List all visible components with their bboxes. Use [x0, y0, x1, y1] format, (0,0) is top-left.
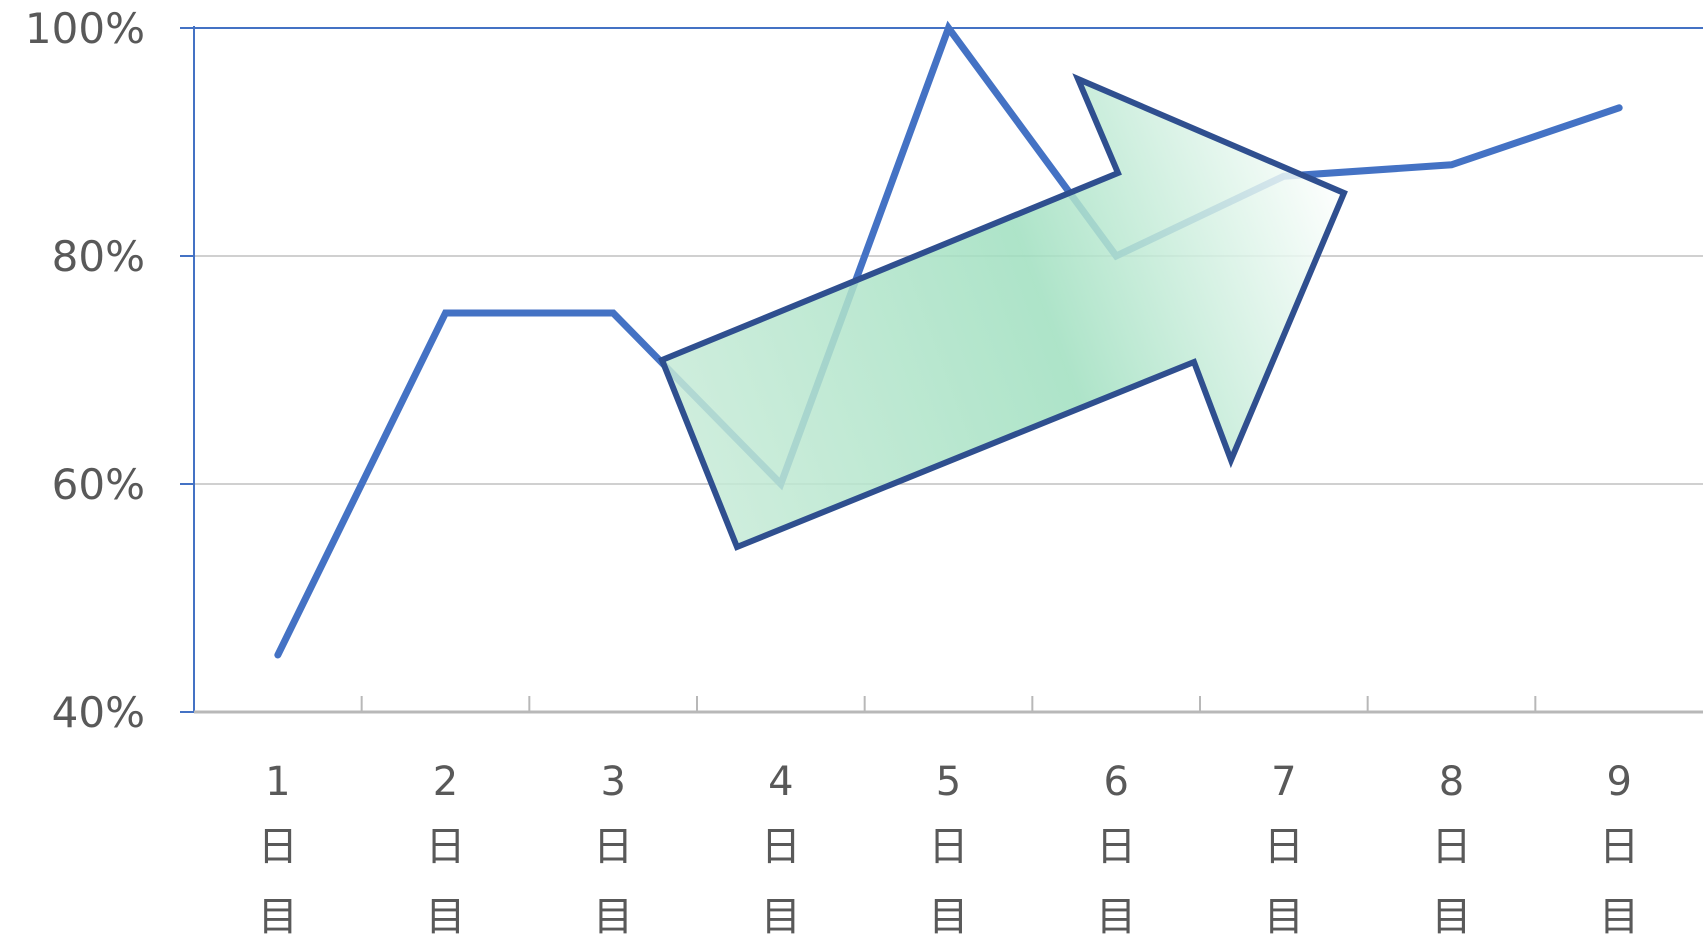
x-tick-label-part: 目 — [929, 894, 969, 939]
trend-arrow — [658, 73, 1348, 551]
x-tick-label: 8 日目 — [1432, 759, 1472, 939]
x-tick-label-part: 日 — [761, 824, 801, 870]
x-tick-label-part: 日 — [426, 824, 466, 870]
x-tick-label-part: 日 — [258, 824, 298, 870]
x-tick-label-part: 目 — [1599, 894, 1639, 939]
x-tick-label-part: 目 — [1264, 894, 1304, 939]
x-tick-label-part: 日 — [1264, 824, 1304, 870]
x-tick-label-part: 4 — [768, 759, 793, 805]
x-tick-label-part: 3 — [600, 759, 625, 805]
x-tick-label-part: 目 — [1096, 894, 1136, 939]
x-tick-label-part: 1 — [265, 759, 290, 805]
x-tick-label-part: 2 — [433, 759, 458, 805]
y-tick-label: 40% — [52, 688, 145, 737]
trend-arrow-shape — [658, 73, 1348, 551]
x-tick-label-part: 目 — [258, 894, 298, 939]
x-tick-label-part: 日 — [1432, 824, 1472, 870]
x-tick-label: 3 日目 — [593, 759, 633, 939]
x-tick-label-part: 8 — [1439, 759, 1464, 805]
y-tick-label: 80% — [52, 232, 145, 281]
x-tick-label: 7 日目 — [1264, 759, 1304, 939]
x-tick-label: 6 日目 — [1096, 759, 1136, 939]
x-tick-label-part: 目 — [426, 894, 466, 939]
y-tick-label: 60% — [52, 460, 145, 509]
x-tick-label: 2 日目 — [426, 759, 466, 939]
x-tick-label-part: 目 — [1432, 894, 1472, 939]
x-tick-label-part: 5 — [936, 759, 961, 805]
x-tick-label-part: 6 — [1103, 759, 1128, 805]
x-tick-label-part: 目 — [761, 894, 801, 939]
x-tick-label-part: 目 — [593, 894, 633, 939]
x-tick-label-part: 9 — [1606, 759, 1631, 805]
x-tick-label: 5 日目 — [929, 759, 969, 939]
x-tick-label: 4 日目 — [761, 759, 801, 939]
x-tick-label-part: 日 — [593, 824, 633, 870]
x-tick-label-part: 日 — [1096, 824, 1136, 870]
x-tick-label-part: 7 — [1271, 759, 1296, 805]
x-tick-label-part: 日 — [1599, 824, 1639, 870]
x-tick-label: 1 日目 — [258, 759, 298, 939]
y-tick-labels: 100% 80% 60% 40% — [25, 4, 145, 737]
x-tick-label-part: 日 — [929, 824, 969, 870]
axes — [180, 26, 1703, 714]
x-tick-label: 9 日目 — [1599, 759, 1639, 939]
y-tick-label: 100% — [25, 4, 145, 53]
